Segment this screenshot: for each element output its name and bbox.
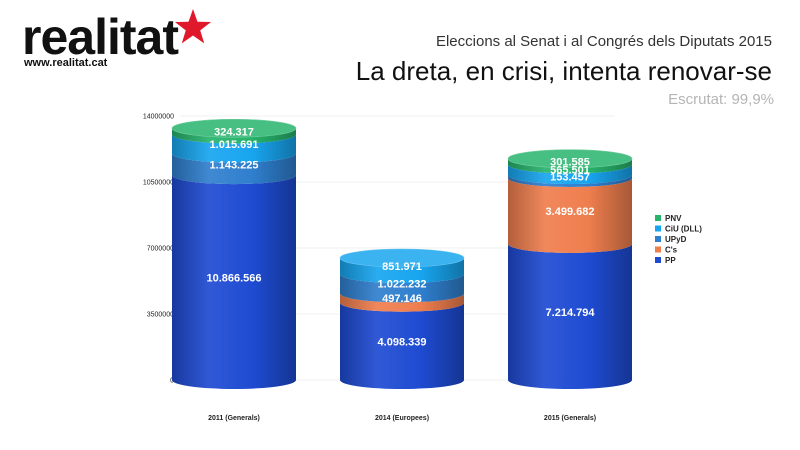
- data-label: 301.585: [550, 157, 590, 169]
- page-title: La dreta, en crisi, intenta renovar-se: [355, 56, 772, 86]
- bar-top-cap: [507, 149, 633, 169]
- data-label: 1.022.232: [378, 279, 427, 291]
- data-label: 153.457: [550, 172, 590, 184]
- x-tick-label: 2015 (Generals): [544, 415, 596, 422]
- legend-label: C's: [665, 246, 678, 255]
- x-axis: 2011 (Generals) 2014 (Europees) 2015 (Gene…: [208, 415, 596, 422]
- bar-segment: [172, 175, 296, 389]
- data-label: 3.499.682: [546, 206, 595, 218]
- y-tick-label: 14000000: [143, 114, 174, 121]
- bar-segment: [508, 175, 632, 187]
- legend-swatch: [655, 225, 661, 232]
- legend-swatch: [655, 246, 661, 253]
- bar-segment: [172, 134, 296, 163]
- counted-status: Escrutat: 99,9%: [668, 91, 774, 108]
- bar-stack: 4.098.339 497.146 1.022.232 851.971: [339, 248, 465, 389]
- x-tick-label: 2011 (Generals): [208, 415, 260, 422]
- x-tick-label: 2014 (Europees): [375, 415, 429, 422]
- bar-segment: [340, 293, 464, 312]
- brand-url[interactable]: www.realitat.cat: [24, 57, 108, 69]
- bar-segment: [172, 128, 296, 144]
- data-label: 4.098.339: [378, 336, 427, 348]
- legend-swatch: [655, 215, 661, 221]
- data-label: 565.501: [550, 165, 590, 177]
- data-label: 324.317: [214, 126, 254, 138]
- legend-swatch: [655, 257, 661, 263]
- legend-label: PNV: [665, 214, 682, 223]
- legend-label: CiU (DLL): [665, 225, 702, 234]
- bar-segment: [340, 274, 464, 303]
- y-tick-label: 7000000: [147, 246, 174, 253]
- legend: PNV CiU (DLL)UPyD C'sPP: [655, 214, 702, 265]
- data-label: 1.143.225: [210, 159, 259, 171]
- page-subtitle: Eleccions al Senat i al Congrés dels Dip…: [435, 33, 772, 50]
- bar-top-cap: [339, 248, 465, 268]
- data-label: 497.146: [382, 293, 422, 305]
- data-label: 10.866.566: [206, 273, 261, 285]
- bar-segment: [340, 258, 464, 284]
- bar-segment: [340, 302, 464, 389]
- data-label: 1.015.691: [210, 139, 259, 151]
- y-tick-label: 3500000: [147, 312, 174, 319]
- bar-segment: [508, 164, 632, 185]
- data-label: 851.971: [382, 261, 422, 273]
- bar-segment: [508, 243, 632, 389]
- y-tick-label: 0: [170, 378, 174, 385]
- y-axis: 0 3500000 7000000 10500000 14000000: [143, 114, 174, 385]
- y-tick-label: 10500000: [143, 180, 174, 187]
- data-label: 7.214.794: [546, 307, 596, 319]
- legend-label: UPyD: [665, 235, 687, 244]
- legend-swatch: [655, 236, 661, 242]
- bar-segment: [508, 158, 632, 174]
- legend-label: PP: [665, 256, 676, 265]
- bar-segment: [508, 177, 632, 253]
- bar-segment: [172, 153, 296, 185]
- bar-top-cap: [171, 118, 297, 138]
- star-icon: [174, 8, 212, 44]
- brand-name: realitat: [22, 9, 179, 65]
